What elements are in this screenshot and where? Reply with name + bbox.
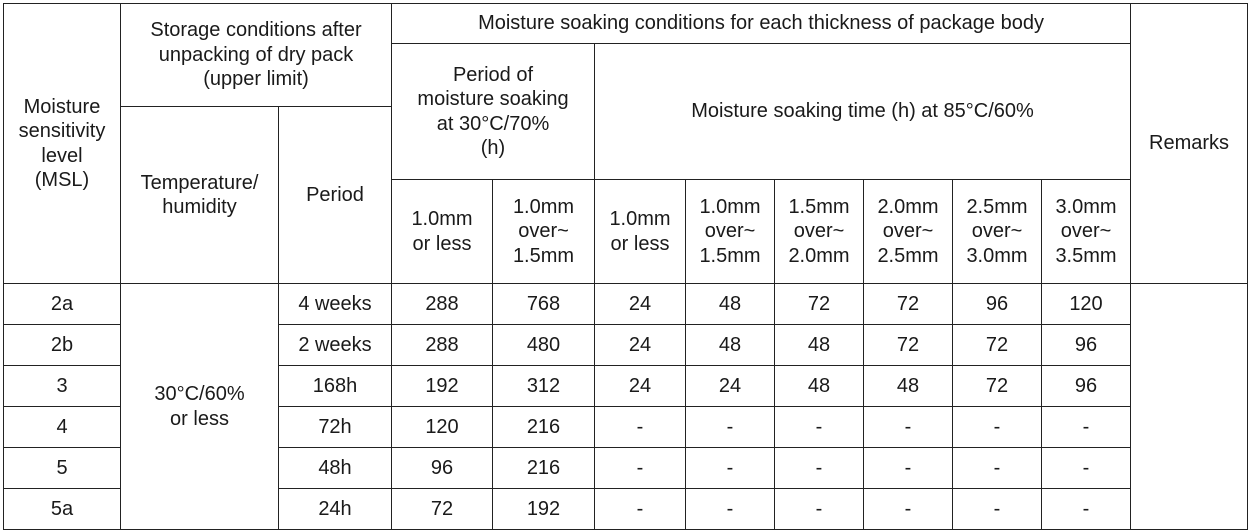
remarks-cell bbox=[1130, 283, 1249, 530]
value-cell: 480 bbox=[492, 324, 595, 366]
table-row: 5a 24h 72 192 - - - - - - bbox=[3, 488, 1248, 530]
value-cell: 96 bbox=[1040, 365, 1132, 407]
value-cell: 72 bbox=[863, 324, 953, 366]
value-cell: - bbox=[594, 488, 686, 530]
header-thickness: 1.0mm or less bbox=[391, 179, 493, 284]
value-cell: 288 bbox=[391, 324, 493, 366]
header-thickness: 2.0mm over~ 2.5mm bbox=[863, 179, 953, 284]
value-cell: - bbox=[863, 488, 953, 530]
value-cell: 192 bbox=[492, 488, 595, 530]
value-cell: 24 bbox=[685, 365, 775, 407]
value-cell: - bbox=[774, 406, 864, 448]
header-remarks: Remarks bbox=[1130, 3, 1249, 284]
value-cell: - bbox=[685, 447, 775, 489]
header-temp-humidity: Temperature/ humidity bbox=[120, 106, 279, 284]
value-cell: 216 bbox=[492, 447, 595, 489]
value-cell: 72 bbox=[391, 488, 493, 530]
value-cell: 96 bbox=[391, 447, 493, 489]
table-row: 2b 2 weeks 288 480 24 48 48 72 72 96 bbox=[3, 324, 1248, 366]
period-cell: 48h bbox=[278, 447, 392, 489]
value-cell: 120 bbox=[1040, 283, 1132, 325]
header-period: Period bbox=[278, 106, 392, 284]
value-cell: 72 bbox=[774, 283, 864, 325]
value-cell: - bbox=[952, 447, 1042, 489]
table-row: 2a 30°C/60% or less 4 weeks 288 768 24 4… bbox=[3, 283, 1249, 530]
value-cell: - bbox=[774, 447, 864, 489]
storage-condition-cell: 30°C/60% or less bbox=[120, 283, 279, 530]
msl-cell: 5a bbox=[3, 488, 121, 530]
value-cell: 192 bbox=[391, 365, 493, 407]
value-cell: 768 bbox=[492, 283, 595, 325]
value-cell: 24 bbox=[594, 324, 686, 366]
header-time-85: Moisture soaking time (h) at 85°C/60% bbox=[593, 43, 1132, 180]
period-cell: 24h bbox=[278, 488, 392, 530]
table-row: 5 48h 96 216 - - - - - - bbox=[3, 447, 1248, 489]
value-cell: - bbox=[685, 488, 775, 530]
value-cell: 216 bbox=[492, 406, 595, 448]
value-cell: - bbox=[1040, 488, 1132, 530]
value-cell: - bbox=[594, 447, 686, 489]
value-cell: 72 bbox=[952, 365, 1042, 407]
value-cell: 48 bbox=[774, 365, 864, 407]
table-row: 4 72h 120 216 - - - - - - bbox=[3, 406, 1248, 448]
msl-cell: 5 bbox=[3, 447, 121, 489]
value-cell: 96 bbox=[1040, 324, 1132, 366]
value-cell: 96 bbox=[952, 283, 1042, 325]
table-row: 3 168h 192 312 24 24 48 48 72 96 bbox=[3, 365, 1248, 407]
msl-cell: 2b bbox=[3, 324, 121, 366]
value-cell: - bbox=[594, 406, 686, 448]
value-cell: 48 bbox=[685, 283, 775, 325]
header-storage-group: Storage conditions after unpacking of dr… bbox=[120, 3, 392, 107]
header-thickness: 3.0mm over~ 3.5mm bbox=[1040, 179, 1132, 284]
period-cell: 72h bbox=[278, 406, 392, 448]
value-cell: - bbox=[1040, 406, 1132, 448]
period-cell: 168h bbox=[278, 365, 392, 407]
value-cell: 48 bbox=[685, 324, 775, 366]
value-cell: 24 bbox=[594, 365, 686, 407]
value-cell: 312 bbox=[492, 365, 595, 407]
value-cell: 288 bbox=[391, 283, 493, 325]
msl-cell: 2a bbox=[3, 283, 121, 325]
value-cell: 48 bbox=[863, 365, 953, 407]
value-cell: - bbox=[1040, 447, 1132, 489]
header-thickness: 1.5mm over~ 2.0mm bbox=[774, 179, 864, 284]
msl-cell: 4 bbox=[3, 406, 121, 448]
value-cell: - bbox=[952, 406, 1042, 448]
value-cell: 24 bbox=[594, 283, 686, 325]
header-thickness: 1.0mm or less bbox=[594, 179, 686, 284]
value-cell: 48 bbox=[774, 324, 864, 366]
value-cell: - bbox=[863, 447, 953, 489]
value-cell: - bbox=[685, 406, 775, 448]
value-cell: 72 bbox=[952, 324, 1042, 366]
header-msl: Moisture sensitivity level (MSL) bbox=[3, 3, 121, 284]
header-soaking-group: Moisture soaking conditions for each thi… bbox=[390, 3, 1132, 44]
value-cell: - bbox=[774, 488, 864, 530]
value-cell: - bbox=[952, 488, 1042, 530]
value-cell: - bbox=[863, 406, 953, 448]
value-cell: 120 bbox=[391, 406, 493, 448]
header-thickness: 2.5mm over~ 3.0mm bbox=[952, 179, 1042, 284]
value-cell: 72 bbox=[863, 283, 953, 325]
period-cell: 4 weeks bbox=[278, 283, 392, 325]
msl-cell: 3 bbox=[3, 365, 121, 407]
msl-table: Moisture sensitivity level (MSL) Storage… bbox=[3, 3, 1249, 530]
header-thickness: 1.0mm over~ 1.5mm bbox=[685, 179, 775, 284]
header-thickness: 1.0mm over~ 1.5mm bbox=[492, 179, 595, 284]
header-period-30: Period of moisture soaking at 30°C/70% (… bbox=[391, 43, 595, 180]
period-cell: 2 weeks bbox=[278, 324, 392, 366]
